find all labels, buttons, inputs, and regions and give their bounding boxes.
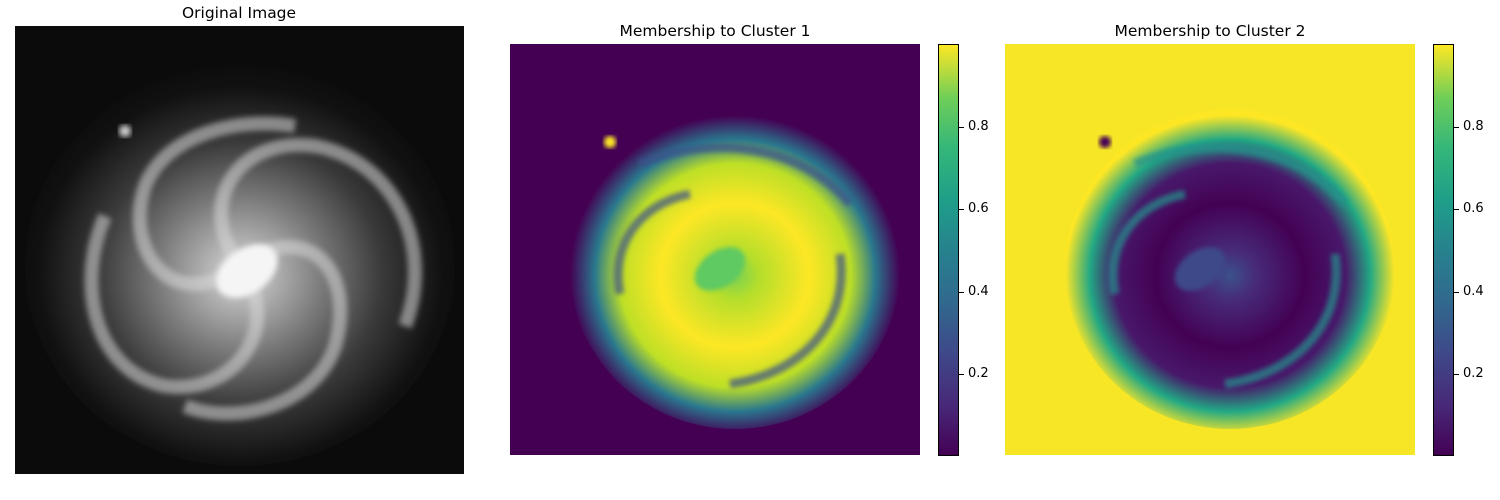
colorbar-2-tick <box>1454 127 1459 128</box>
colorbar-2-tick <box>1454 209 1459 210</box>
colorbar-2-tick <box>1454 374 1459 375</box>
cluster-2-colorbar <box>1433 44 1454 456</box>
panel-title-original: Original Image <box>181 4 297 22</box>
colorbar-1-tick <box>959 374 964 375</box>
colorbar-2-tick-label: 0.4 <box>1463 284 1484 299</box>
colorbar-1-tick-label: 0.8 <box>968 119 989 134</box>
panel-title-cluster-1: Membership to Cluster 1 <box>619 22 811 40</box>
colorbar-2-tick-label: 0.2 <box>1463 366 1484 381</box>
cluster-1-membership-image <box>510 44 920 455</box>
cluster-1-colorbar <box>938 44 959 456</box>
colorbar-1-tick-label: 0.4 <box>968 284 989 299</box>
colorbar-1-tick <box>959 292 964 293</box>
colorbar-2-tick <box>1454 292 1459 293</box>
colorbar-2-tick-label: 0.8 <box>1463 119 1484 134</box>
colorbar-1-tick-label: 0.2 <box>968 366 989 381</box>
colorbar-1-tick <box>959 209 964 210</box>
cluster-2-membership-image <box>1005 44 1415 455</box>
colorbar-1-tick <box>959 127 964 128</box>
colorbar-1-tick-label: 0.6 <box>968 201 989 216</box>
colorbar-2-tick-label: 0.6 <box>1463 201 1484 216</box>
original-galaxy-image <box>15 26 464 474</box>
panel-title-cluster-2: Membership to Cluster 2 <box>1114 22 1306 40</box>
